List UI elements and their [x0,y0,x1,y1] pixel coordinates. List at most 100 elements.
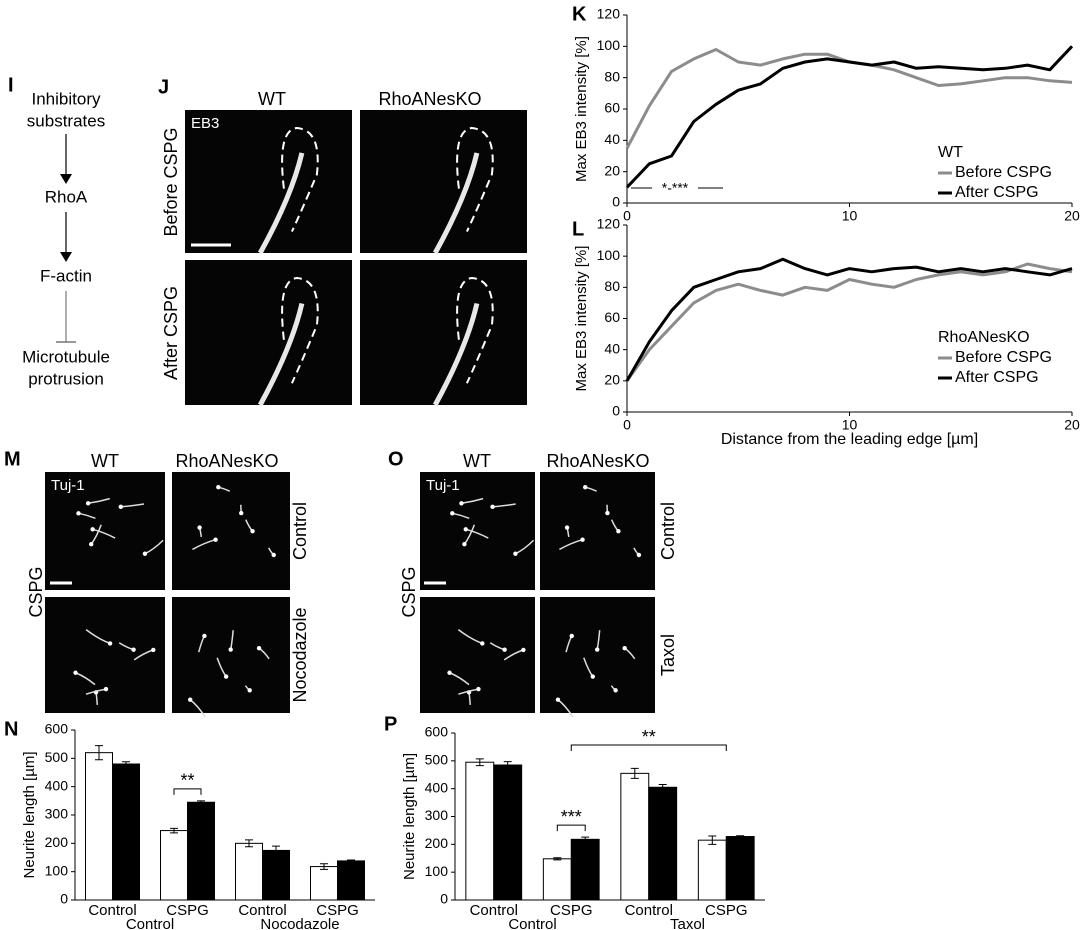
micrograph [185,110,352,253]
series-line [625,262,1073,382]
bar [648,786,678,901]
y-tick-label: 80 [604,278,620,294]
cell-body [250,529,255,534]
y-tick-label: 0 [60,891,68,907]
annotation: ** [180,771,194,791]
y-tick-label: 40 [604,340,620,356]
diagram-node: Microtubule [22,347,110,366]
cell-body [480,641,485,646]
y-axis-label: Neurite length [µm] [401,753,418,880]
bar [112,763,140,901]
bar [337,860,365,901]
cell-body [197,525,202,530]
stain-label: Tuj-1 [426,477,460,494]
legend-label: After CSPG [955,369,1039,386]
panel-letter: J [158,76,169,98]
error-bar [475,758,484,767]
axon [432,152,480,255]
y-tick-label: 200 [45,834,69,850]
y-tick-label: 60 [604,309,620,325]
y-tick-label: 100 [425,863,449,879]
column-label: WT [91,451,119,471]
cell-body [247,688,252,693]
cell-body [73,670,78,675]
bar [187,801,215,901]
cell-body [118,504,124,510]
panel-letter: K [572,3,587,25]
panel-letter: N [4,718,18,740]
x-tick-label: CSPG [705,902,748,919]
error-bar [708,835,717,845]
x-tick-label: Control [238,902,286,919]
bar [85,752,113,901]
column-label: RhoANesKO [175,451,278,471]
cell-body [151,647,156,653]
micrograph [360,110,527,253]
cell-body [187,697,193,702]
cell-body [131,647,136,652]
error-bar [170,827,178,834]
column-label: RhoANesKO [546,451,649,471]
row-label: Nocodazole [290,607,310,702]
micrograph [420,597,535,713]
cell-body [85,501,91,506]
cell-body [622,645,627,651]
y-tick-label: 0 [440,891,448,907]
x-tick-label: CSPG [550,902,593,919]
diagram-node: Inhibitory [32,89,101,108]
x-tick-label: Control [88,902,136,919]
bar [725,836,755,901]
stain-label: EB3 [191,115,219,132]
error-bar [736,835,745,838]
cell-body [142,551,148,556]
y-tick-label: 0 [612,403,620,419]
cell-body [463,527,468,532]
y-tick-label: 600 [45,721,69,737]
y-tick-label: 400 [45,777,69,793]
axon [257,302,305,407]
y-tick-label: 300 [45,806,69,822]
cell-body [605,510,610,516]
cell-body [76,511,81,516]
cell-body [447,670,452,675]
cell-body [459,501,464,506]
annotation: ** [642,727,656,747]
x-tick-label: CSPG [316,902,359,919]
cell-body [513,551,518,556]
legend-label: Before CSPG [955,164,1052,181]
cone-outline [281,276,319,384]
cell-body [564,525,570,530]
cell-body [271,552,276,558]
y-tick-label: 100 [597,247,621,263]
cell-body [616,529,621,534]
x-axis-label: Distance from the leading edge [µm] [721,431,978,448]
row-label: After CSPG [161,286,181,380]
group-label: Control [126,916,174,930]
error-bar [503,761,512,769]
group-label: Taxol [670,916,705,930]
y-axis-label: Max EB3 intensity [%] [573,36,590,182]
x-tick-label: 20 [1064,417,1080,433]
cell-body [90,527,95,532]
error-bar [347,859,355,863]
y-tick-label: 40 [604,131,620,147]
bar [262,849,290,901]
error-bar [658,783,667,791]
row-label: Taxol [658,634,678,676]
cell-body [569,633,574,639]
micrograph [420,472,535,590]
annotation: *-*** [662,180,689,196]
error-bar [630,767,639,779]
cell-body [490,504,495,510]
cell-body [583,484,588,490]
cell-body [450,511,455,516]
cell-body [502,647,507,652]
x-tick-label: 20 [1064,208,1080,224]
y-tick-label: 500 [45,749,69,765]
cell-body [613,688,618,693]
cell-body [462,541,467,547]
micrograph [540,597,655,713]
bar [493,764,523,901]
x-tick-label: 0 [623,417,631,433]
y-tick-label: 200 [425,835,449,851]
